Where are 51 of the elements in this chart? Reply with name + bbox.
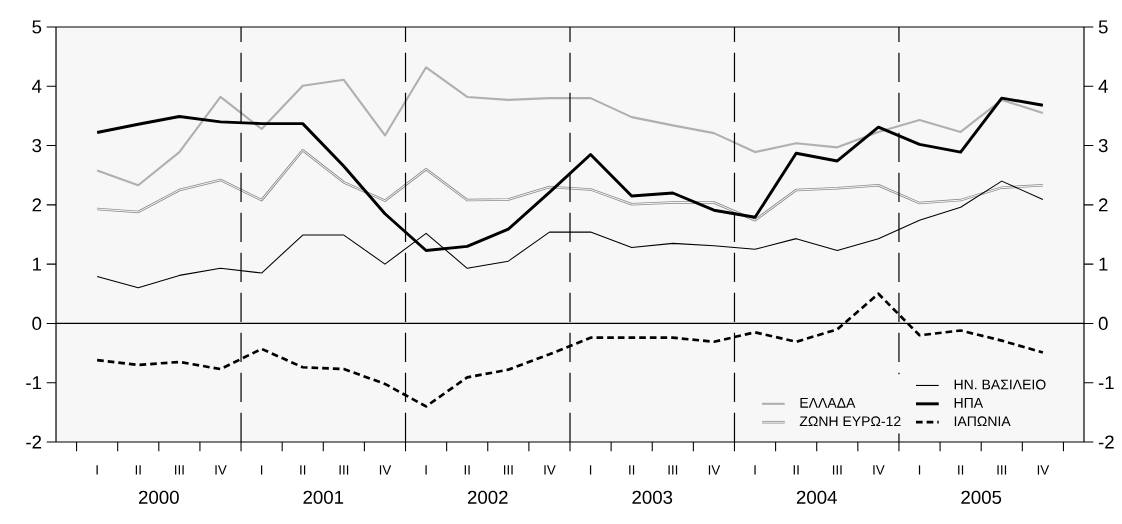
x-tick-label: II [135, 465, 141, 475]
x-tick-label: II [300, 465, 306, 475]
y-tick-label: 1 [1099, 257, 1108, 271]
y2-tick-label: -1 [26, 376, 42, 390]
x-tick-label: IV [708, 465, 721, 475]
y-tick-label: -2 [1098, 435, 1114, 449]
text: 2005 [961, 490, 1002, 504]
text: 2000 [138, 490, 179, 504]
y2-tick-label: 4 [32, 79, 42, 93]
legend-label: ΕΛΛΑΔΑ [800, 398, 856, 408]
x-tick-label: IV [215, 465, 227, 475]
y-tick-label: 2 [1098, 198, 1108, 212]
x-tick-label: IV [1037, 465, 1050, 475]
y2-tick-label: 3 [32, 138, 42, 153]
x-tick-label: II [958, 465, 964, 475]
x-tick-label: IV [379, 465, 392, 475]
y-tick-label: -1 [1098, 376, 1114, 390]
legend-label: ΙΑΠΩΝΙΑ [954, 416, 1011, 427]
y2-tick-label: 0 [32, 316, 42, 331]
text: 2002 [467, 490, 508, 504]
legend-label: ΗΠΑ [954, 398, 984, 408]
x-tick-label: I [425, 465, 427, 475]
x-tick-label: II [793, 465, 799, 475]
x-tick-label: I [918, 465, 921, 475]
x-tick-label: III [832, 465, 842, 475]
x-tick-label: II [629, 465, 635, 475]
x-tick-label: I [96, 465, 98, 475]
y2-tick-label: 5 [32, 20, 42, 34]
y-tick-label: 5 [1098, 20, 1108, 34]
x-tick-label: III [997, 465, 1007, 475]
x-tick-label: IV [873, 465, 885, 475]
x-tick-label: II [464, 465, 470, 475]
legend-label: ΖΩΝΗ ΕΥΡΩ-12 [799, 416, 901, 427]
text: 2004 [796, 490, 837, 504]
x-tick-label: III [668, 465, 678, 475]
text: 2003 [632, 490, 673, 504]
y2-tick-label: 2 [32, 198, 42, 212]
y-tick-label: 3 [1098, 138, 1108, 153]
x-tick-label: III [504, 465, 513, 475]
x-tick-label: I [589, 465, 592, 475]
y2-tick-label: 1 [33, 257, 42, 271]
x-tick-label: I [260, 465, 263, 475]
x-tick-label: IV [544, 465, 556, 475]
y-tick-label: 4 [1098, 79, 1108, 93]
legend-label: ΗΝ. ΒΑΣΙΛΕΙΟ [954, 379, 1046, 390]
x-tick-label: III [339, 465, 349, 475]
text: 2001 [303, 490, 344, 504]
y2-tick-label: -2 [26, 435, 42, 449]
x-tick-label: III [175, 465, 184, 475]
y-tick-label: 0 [1098, 316, 1108, 331]
x-tick-label: I [754, 465, 756, 475]
